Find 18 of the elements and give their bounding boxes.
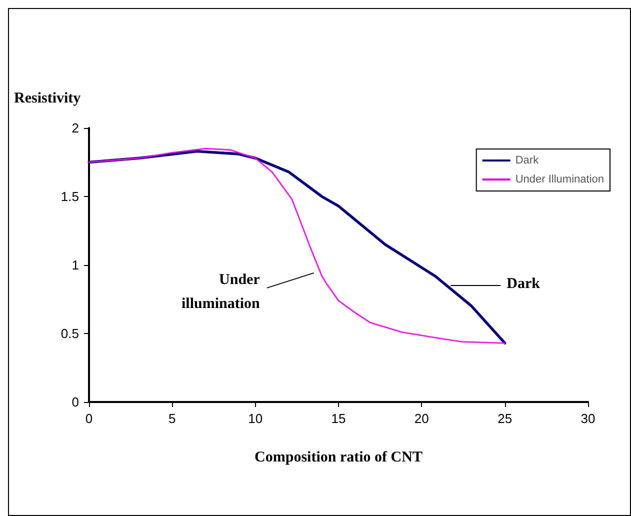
y-tick-label: 2 [72,120,79,136]
x-axis-title: Composition ratio of CNT [254,450,422,466]
y-tick-label: 0.5 [60,326,79,341]
x-tick-label: 5 [168,411,176,426]
y-tick-label: 1.5 [60,189,79,204]
x-tick-label: 10 [248,411,263,426]
annotation: Under illumination [182,272,261,312]
x-tick-label: 30 [580,411,596,426]
x-tick-label: 25 [498,411,512,426]
x-tick-label: 15 [331,411,346,426]
y-axis-title: Resistivity [14,90,82,106]
legend-label: Under Illumination [515,174,604,186]
x-tick-label: 20 [414,411,429,426]
y-tick-label: 1 [72,258,79,272]
x-tick-label: 0 [85,411,93,426]
y-tick-label: 0 [72,394,79,410]
annotation: Dark [506,276,541,292]
legend-label: Dark [515,154,540,166]
